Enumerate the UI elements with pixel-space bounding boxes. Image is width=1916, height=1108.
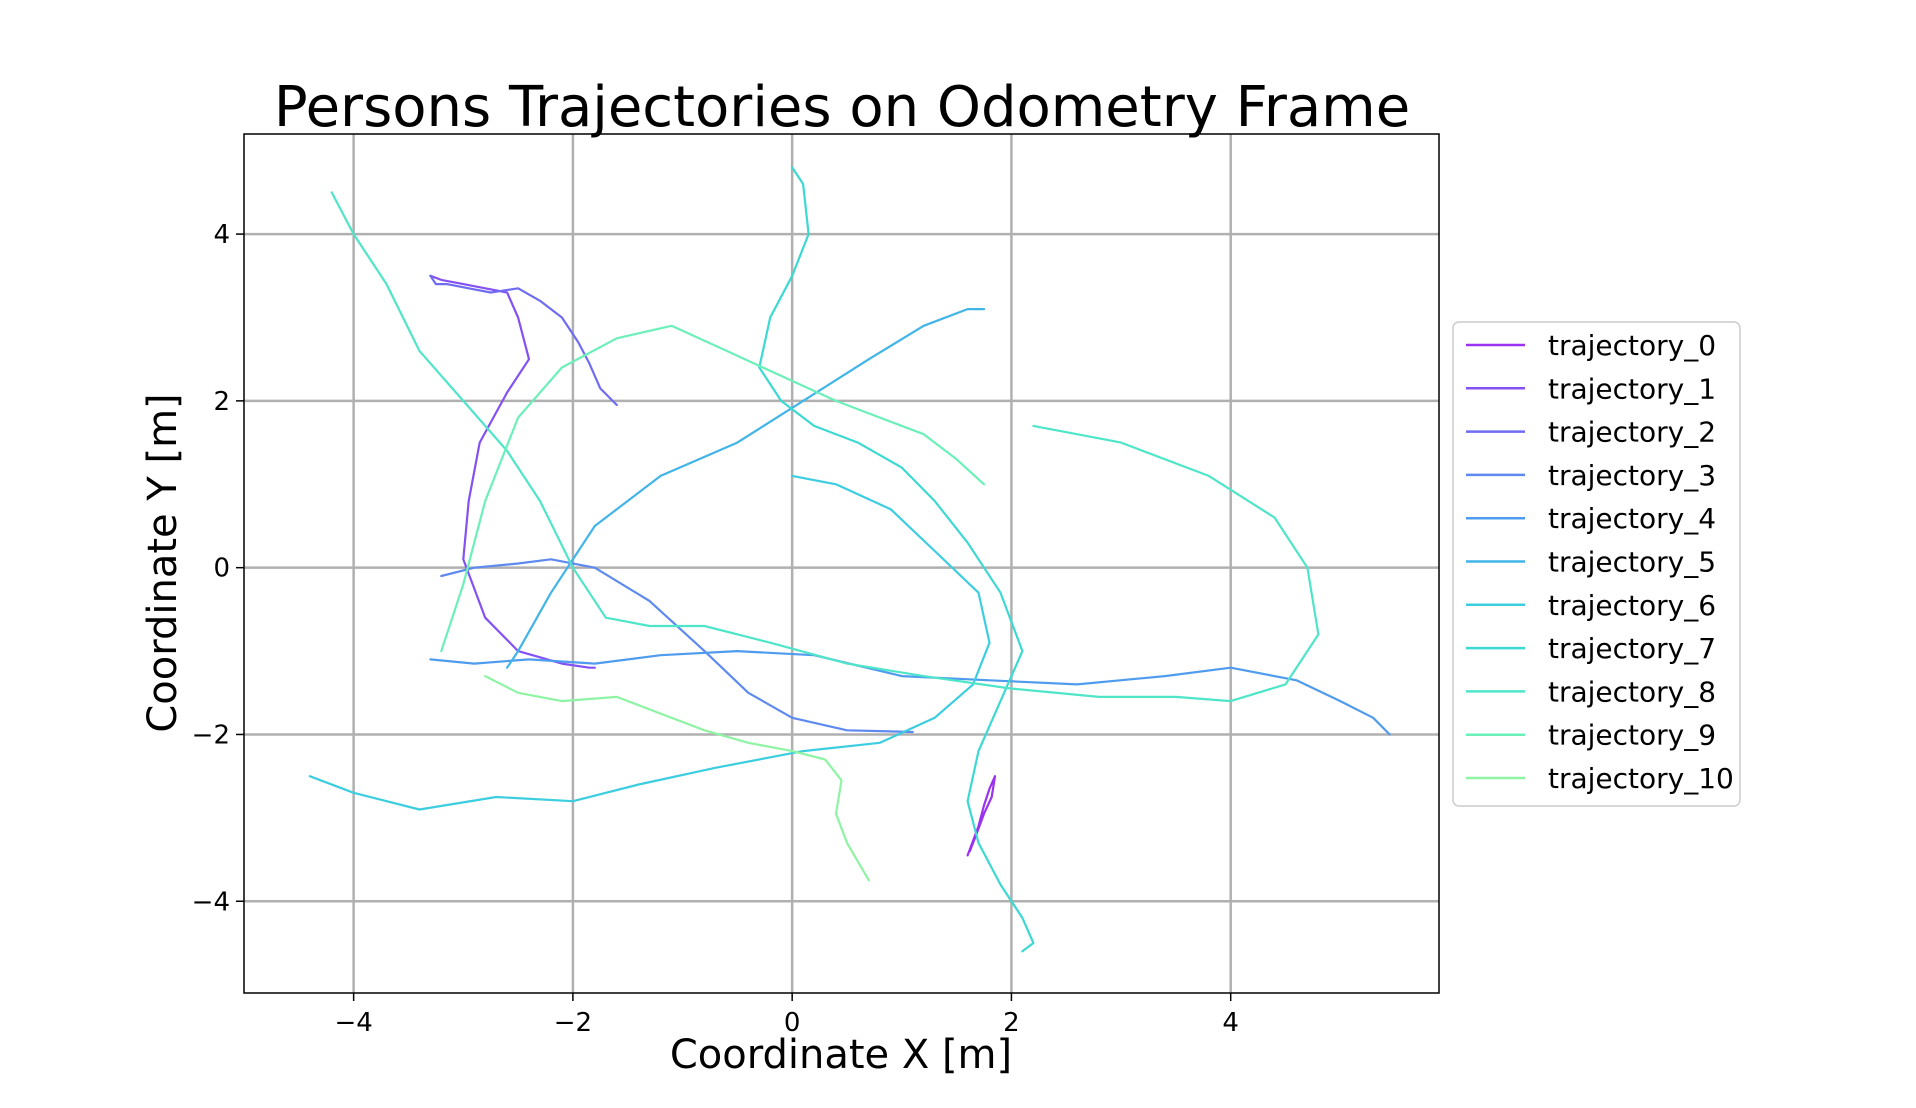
- legend-entry: trajectory_9: [1466, 719, 1716, 752]
- legend-entry: trajectory_3: [1466, 459, 1716, 492]
- legend-label: trajectory_4: [1548, 502, 1716, 535]
- y-tick-label: 4: [213, 220, 230, 250]
- legend-entry: trajectory_10: [1466, 762, 1734, 795]
- chart-title: Persons Trajectories on Odometry Frame: [274, 75, 1410, 140]
- legend-label: trajectory_7: [1548, 632, 1716, 665]
- x-tick-label: −4: [334, 1008, 372, 1038]
- legend-label: trajectory_2: [1548, 416, 1716, 449]
- legend-label: trajectory_10: [1548, 762, 1734, 795]
- legend-label: trajectory_1: [1548, 372, 1716, 405]
- legend-entry: trajectory_8: [1466, 675, 1716, 708]
- legend-label: trajectory_3: [1548, 459, 1716, 492]
- legend-entry: trajectory_0: [1466, 329, 1716, 362]
- series-line-trajectory-6: [308, 474, 991, 811]
- legend-label: trajectory_6: [1548, 589, 1716, 622]
- series-line-trajectory-10: [484, 674, 871, 882]
- legend-label: trajectory_8: [1548, 675, 1716, 708]
- series-layer: [308, 166, 1391, 953]
- series-line-trajectory-7: [758, 166, 1035, 953]
- y-tick-label: 2: [213, 387, 230, 417]
- legend-entry: trajectory_5: [1466, 546, 1716, 579]
- legend-entry: trajectory_7: [1466, 632, 1716, 665]
- y-tick-label: −4: [192, 887, 230, 917]
- x-axis-ticks: −4 −2 0 2 4: [334, 993, 1239, 1038]
- legend-entry: trajectory_1: [1466, 372, 1716, 405]
- x-tick-label: 4: [1222, 1008, 1239, 1038]
- legend-entry: trajectory_4: [1466, 502, 1716, 535]
- y-axis-label: Coordinate Y [m]: [140, 393, 186, 732]
- series-line-trajectory-0: [966, 775, 997, 857]
- series-line-trajectory-9: [440, 324, 986, 653]
- legend-label: trajectory_0: [1548, 329, 1716, 362]
- plot-frame: [243, 133, 1440, 994]
- y-tick-label: 0: [213, 554, 230, 584]
- series-line-trajectory-8: [330, 191, 1320, 703]
- x-tick-label: 0: [784, 1008, 801, 1038]
- x-axis-label: Coordinate X [m]: [670, 1032, 1012, 1078]
- legend-entry: trajectory_6: [1466, 589, 1716, 622]
- legend-box: [1452, 321, 1741, 807]
- legend-label: trajectory_5: [1548, 546, 1716, 579]
- y-axis-ticks: −4 −2 0 2 4: [192, 220, 244, 917]
- legend: trajectory_0 trajectory_1 trajectory_2traj…: [1452, 321, 1741, 807]
- x-tick-label: −2: [554, 1008, 592, 1038]
- series-line-trajectory-5: [506, 308, 986, 669]
- y-tick-label: −2: [192, 720, 230, 750]
- series-line-trajectory-2: [429, 274, 618, 407]
- legend-entry: trajectory_2: [1466, 416, 1716, 449]
- series-line-trajectory-1: [429, 274, 596, 669]
- x-tick-label: 2: [1003, 1008, 1020, 1038]
- legend-label: trajectory_9: [1548, 719, 1716, 752]
- series-line-trajectory-3: [440, 558, 914, 734]
